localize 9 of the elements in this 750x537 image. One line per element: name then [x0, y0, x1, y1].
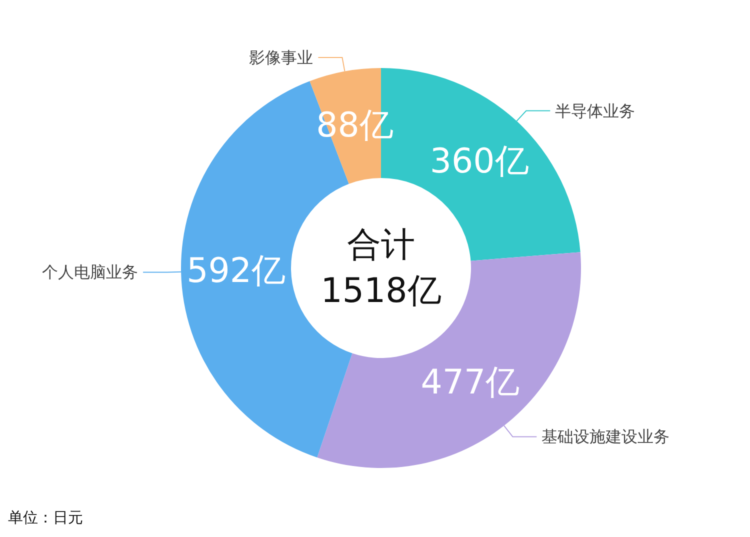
slice-label: 影像事业 [249, 48, 314, 68]
slice-label: 半导体业务 [555, 101, 636, 120]
text: 合计 1518亿 [320, 225, 442, 311]
slice-label: 基础设施建设业务 [542, 427, 670, 446]
data-label: 592亿 [186, 250, 286, 291]
slice-label: 个人电脑业务 [42, 262, 138, 282]
data-label: 477亿 [420, 362, 520, 402]
text: 单位：日元 [8, 508, 83, 526]
data-label: 360亿 [430, 141, 529, 182]
